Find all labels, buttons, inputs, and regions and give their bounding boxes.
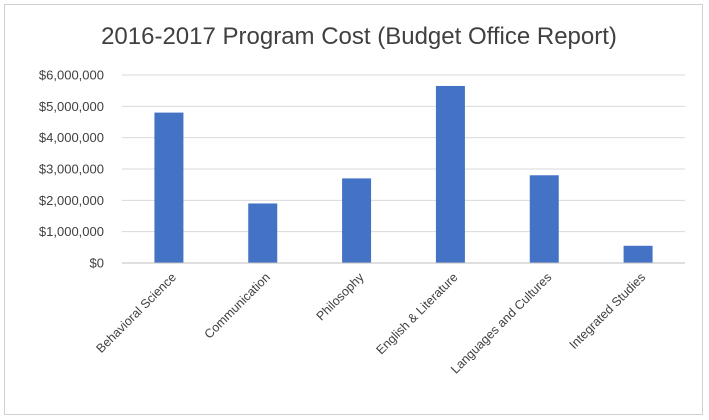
- x-axis-labels: Behavioral Science Communication Philosoph…: [93, 270, 648, 377]
- x-tick-label: English & Literature: [373, 270, 460, 357]
- chart-title: 2016-2017 Program Cost (Budget Office Re…: [101, 23, 617, 50]
- bar: [529, 175, 559, 263]
- y-tick-label: $6,000,000: [39, 68, 104, 83]
- x-tick-label: Languages and Cultures: [448, 270, 554, 376]
- bar: [154, 112, 184, 263]
- y-tick-label: $5,000,000: [39, 99, 104, 114]
- y-axis-ticks: $0 $1,000,000 $2,000,000 $3,000,000 $4,000,0…: [39, 68, 104, 271]
- x-tick-label: Communication: [202, 270, 273, 341]
- y-tick-label: $4,000,000: [39, 130, 104, 145]
- bar: [435, 85, 465, 263]
- bar: [623, 245, 653, 263]
- bar: [248, 203, 278, 263]
- y-tick-label: $0: [90, 256, 104, 271]
- x-tick-label: Integrated Studies: [567, 270, 649, 352]
- y-tick-label: $3,000,000: [39, 162, 104, 177]
- x-tick-label: Behavioral Science: [93, 270, 179, 356]
- bar: [342, 178, 372, 263]
- bars: [154, 85, 653, 263]
- x-tick-label: Philosophy: [314, 270, 368, 324]
- y-tick-label: $1,000,000: [39, 224, 104, 239]
- gridlines: [122, 74, 685, 233]
- y-tick-label: $2,000,000: [39, 193, 104, 208]
